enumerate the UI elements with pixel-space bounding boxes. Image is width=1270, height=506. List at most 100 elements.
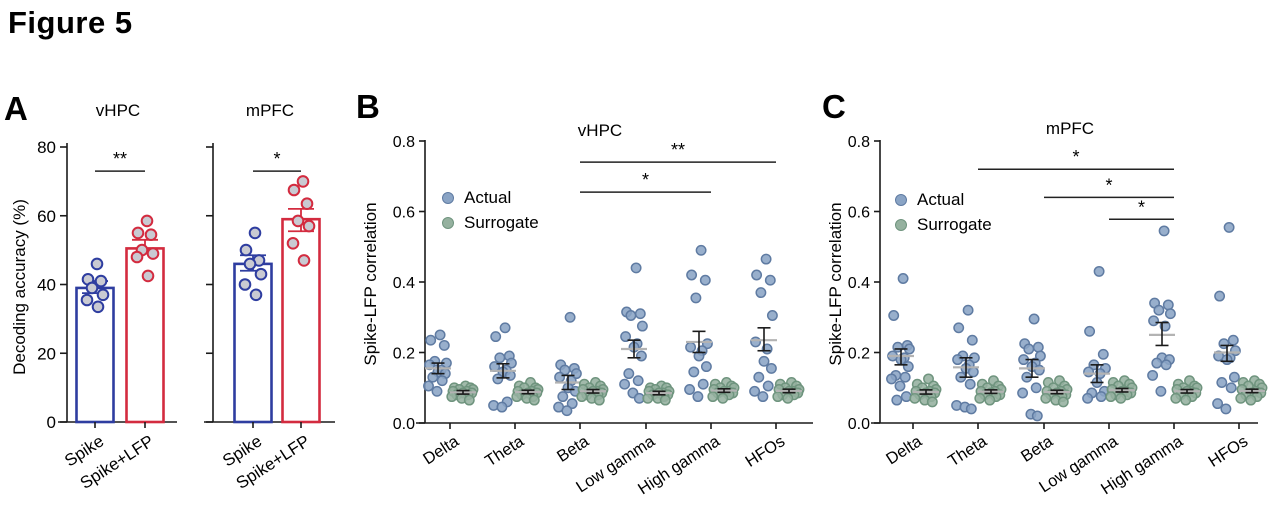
legend-row-surrogate: Surrogate bbox=[442, 210, 539, 235]
actual-point bbox=[1227, 334, 1239, 346]
surrogate-point bbox=[1057, 396, 1069, 408]
actual-point bbox=[434, 329, 446, 341]
actual-point bbox=[762, 380, 774, 392]
actual-point bbox=[690, 292, 702, 304]
panel-b-label: B bbox=[356, 88, 380, 125]
actual-point bbox=[753, 371, 765, 383]
actual-point bbox=[697, 378, 709, 390]
actual-point bbox=[1093, 265, 1105, 277]
actual-point bbox=[965, 403, 977, 415]
data-point-Spike+LFP bbox=[131, 226, 145, 240]
actual-point bbox=[1032, 341, 1044, 353]
panel-c-label: C bbox=[822, 88, 846, 125]
actual-point bbox=[688, 366, 700, 378]
surrogate-point bbox=[659, 394, 671, 406]
x-tick-label: Beta bbox=[1018, 432, 1057, 466]
legend-label-surrogate: Surrogate bbox=[917, 214, 992, 234]
significance-label: * bbox=[273, 149, 280, 169]
actual-point bbox=[1082, 392, 1094, 404]
actual-point bbox=[619, 378, 631, 390]
actual-point bbox=[492, 373, 504, 385]
actual-point bbox=[700, 361, 712, 373]
data-point-Spike+LFP bbox=[146, 247, 160, 260]
surrogate-point bbox=[984, 394, 996, 406]
data-point-Spike+LFP bbox=[144, 228, 158, 241]
data-point-Spike bbox=[80, 293, 94, 307]
y-tick-label: 80 bbox=[37, 138, 56, 157]
surrogate-point bbox=[1235, 392, 1247, 404]
surrogate-point bbox=[974, 392, 986, 404]
legend-row-actual: Actual bbox=[442, 185, 539, 210]
data-point-Spike+LFP bbox=[302, 219, 316, 233]
significance-label: * bbox=[1105, 175, 1112, 195]
actual-point bbox=[504, 369, 516, 381]
surrogate-point bbox=[772, 391, 784, 403]
data-point-Spike+LFP bbox=[286, 237, 300, 250]
actual-point bbox=[1223, 221, 1235, 233]
actual-point bbox=[1095, 391, 1107, 403]
surrogate-point bbox=[463, 394, 475, 406]
actual-point bbox=[1220, 403, 1232, 415]
data-point-Spike+LFP bbox=[300, 197, 314, 210]
data-point-Spike+LFP bbox=[130, 250, 144, 264]
actual-point bbox=[686, 269, 698, 281]
panel-a-label: A bbox=[4, 90, 28, 127]
data-point-Spike bbox=[254, 267, 268, 281]
actual-point bbox=[557, 391, 569, 403]
x-tick-label: Beta bbox=[554, 432, 593, 466]
data-point-Spike bbox=[248, 226, 262, 240]
actual-point bbox=[494, 352, 506, 364]
actual-point bbox=[1034, 350, 1046, 362]
x-tick-label: Delta bbox=[420, 432, 463, 469]
data-point-Spike+LFP bbox=[291, 214, 305, 228]
panel-a-vhpc-title: vHPC bbox=[95, 101, 141, 120]
panel-c-legend: Actual Surrogate bbox=[895, 187, 992, 237]
actual-point bbox=[899, 371, 911, 383]
actual-point bbox=[1212, 398, 1224, 410]
surrogate-point bbox=[717, 392, 729, 404]
surrogate-dot-icon bbox=[442, 216, 454, 229]
panel-a-mpfc-title: mPFC bbox=[245, 101, 295, 120]
actual-point bbox=[902, 361, 914, 373]
significance-label: ** bbox=[671, 140, 685, 160]
bar-Spike+LFP bbox=[281, 217, 321, 424]
actual-point bbox=[1155, 385, 1167, 397]
surrogate-point bbox=[926, 396, 938, 408]
panel-b-title: vHPC bbox=[577, 121, 623, 140]
data-point-Spike+LFP bbox=[141, 269, 155, 283]
data-point-Spike bbox=[243, 257, 257, 271]
actual-point bbox=[1028, 313, 1040, 325]
actual-point bbox=[764, 274, 776, 286]
y-tick-label: 0.2 bbox=[848, 346, 870, 363]
panel-c-title: mPFC bbox=[1045, 119, 1095, 138]
actual-point bbox=[1033, 364, 1045, 376]
surrogate-point bbox=[593, 394, 605, 406]
actual-point bbox=[888, 310, 900, 321]
y-tick-label: 0.0 bbox=[848, 416, 870, 433]
actual-point bbox=[1017, 387, 1029, 399]
surrogate-point bbox=[1170, 392, 1182, 404]
actual-point bbox=[1153, 304, 1165, 316]
actual-point bbox=[964, 378, 976, 390]
surrogate-point bbox=[1115, 392, 1127, 404]
surrogate-point bbox=[642, 392, 654, 404]
actual-point bbox=[1030, 382, 1042, 394]
actual-point bbox=[1147, 369, 1159, 381]
actual-point bbox=[1083, 366, 1095, 378]
actual-point bbox=[1162, 299, 1174, 311]
actual-point bbox=[499, 322, 511, 334]
actual-point bbox=[632, 375, 644, 387]
y-tick-label: 40 bbox=[37, 276, 56, 295]
actual-point bbox=[496, 401, 508, 413]
data-point-Spike bbox=[85, 281, 99, 295]
actual-point bbox=[623, 368, 635, 380]
actual-point bbox=[967, 366, 979, 378]
actual-point bbox=[431, 385, 443, 397]
actual-point bbox=[1148, 315, 1160, 327]
actual-point bbox=[685, 341, 697, 353]
actual-point bbox=[897, 273, 909, 284]
figure-title: Figure 5 bbox=[8, 5, 133, 40]
data-point-Spike+LFP bbox=[297, 254, 311, 267]
